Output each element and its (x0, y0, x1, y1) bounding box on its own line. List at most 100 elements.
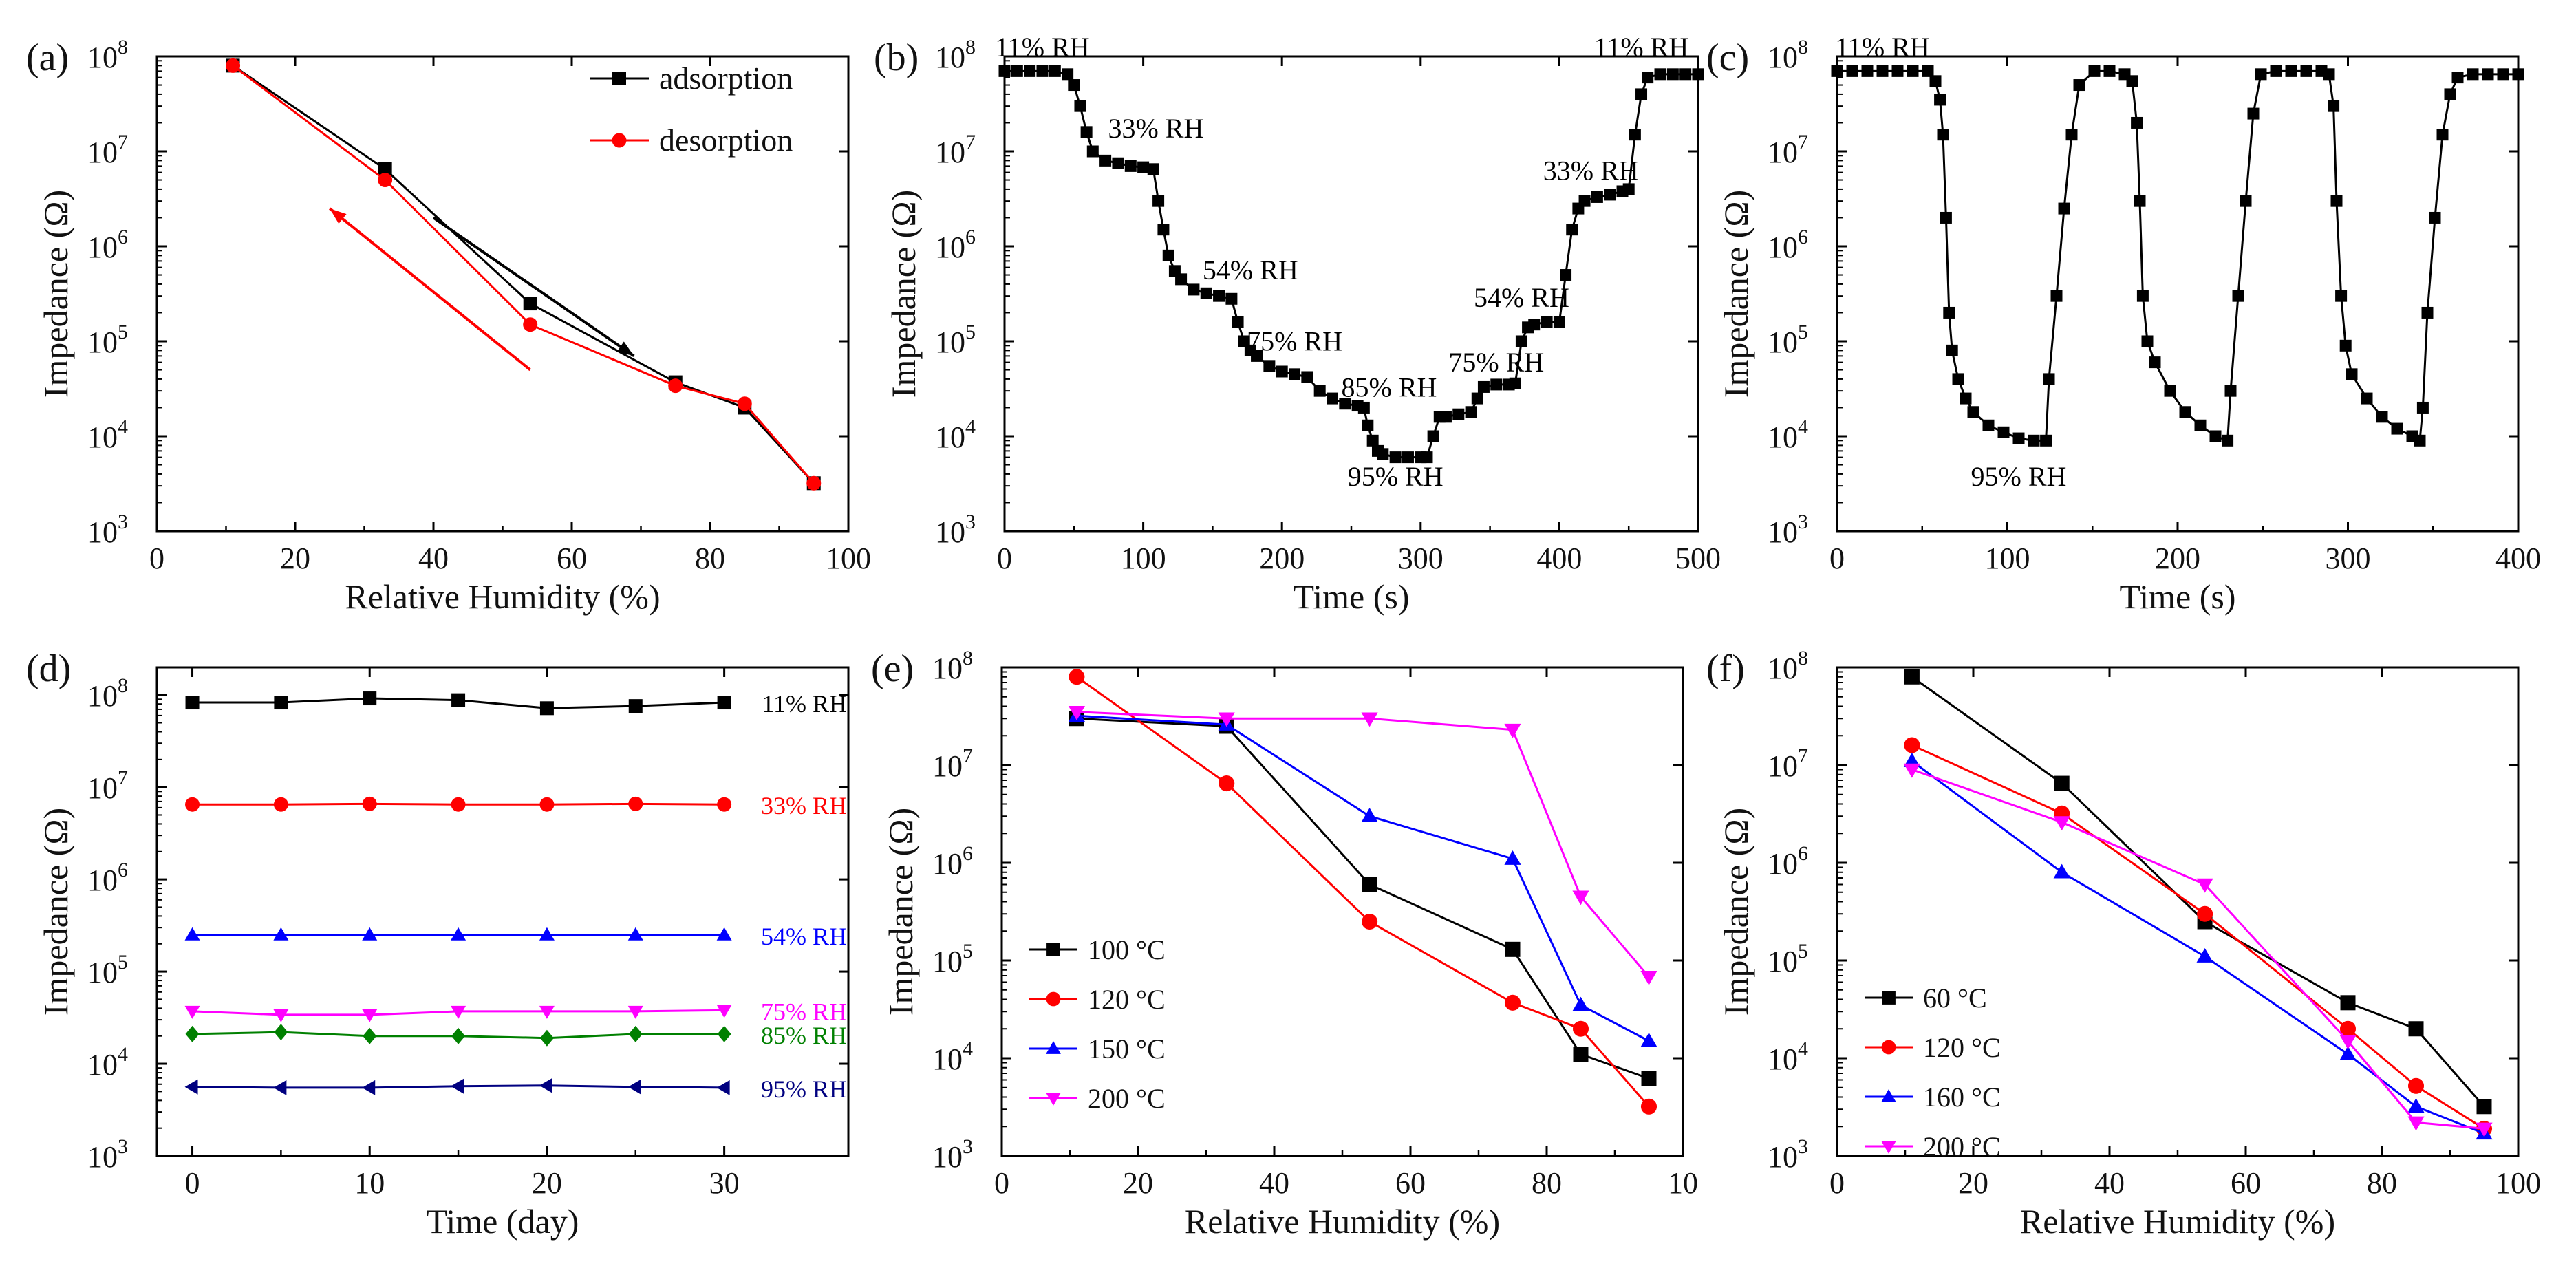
data-point (451, 1005, 466, 1019)
data-point (2040, 434, 2052, 447)
data-point (1578, 195, 1591, 207)
data-point (363, 691, 377, 706)
y-tick-label: 103 (87, 1135, 128, 1174)
x-tick-label: 10 (354, 1166, 385, 1200)
data-point (1080, 126, 1093, 138)
y-tick-exponent: 5 (1798, 321, 1808, 343)
data-point (998, 65, 1011, 77)
series-line (1911, 744, 2485, 1130)
y-tick-exponent: 5 (118, 951, 128, 974)
legend-marker (1881, 1141, 1896, 1154)
y-tick-exponent: 7 (118, 131, 128, 153)
y-tick-exponent: 4 (963, 1038, 973, 1060)
data-point (1137, 161, 1150, 173)
data-point (1541, 316, 1553, 328)
legend-marker (1881, 1089, 1896, 1102)
y-tick-label: 105 (932, 940, 973, 978)
y-tick-label: 105 (935, 321, 976, 359)
data-point (1086, 145, 1099, 158)
data-point (539, 1029, 554, 1046)
data-point (273, 1080, 287, 1095)
data-point (2053, 863, 2070, 879)
y-tick-label: 107 (1768, 744, 1808, 783)
y-tick-label: 103 (932, 1135, 973, 1174)
x-tick-label: 80 (695, 541, 725, 575)
data-point (1439, 411, 1452, 423)
data-point (2240, 195, 2252, 207)
data-point (2194, 419, 2207, 431)
series-100-c (1069, 711, 1657, 1086)
y-tick-exponent: 6 (963, 842, 973, 865)
data-point (2247, 107, 2260, 120)
data-point (1505, 941, 1521, 957)
data-point (1572, 1020, 1589, 1037)
data-point (1572, 890, 1589, 905)
y-tick-exponent: 4 (1798, 1038, 1808, 1060)
data-point (362, 927, 378, 941)
data-point (1452, 408, 1465, 420)
data-point (627, 1005, 643, 1019)
series-85-rh (185, 1024, 731, 1046)
y-tick-label: 103 (1768, 511, 1808, 549)
data-point (2053, 816, 2070, 831)
panel-label: (a) (26, 36, 69, 79)
data-point (1112, 157, 1124, 169)
y-tick-label: 108 (1768, 647, 1808, 685)
x-tick-label: 200 (2155, 541, 2200, 575)
legend-label: 160 °C (1923, 1082, 2001, 1113)
data-point (2088, 65, 2101, 77)
data-point (1147, 163, 1159, 175)
y-tick-exponent: 6 (1798, 842, 1808, 865)
data-point (1666, 68, 1679, 80)
y-tick-label: 105 (87, 321, 128, 359)
panel-b: (b) 0 100 200 300 400 500 103 104 105 106 107 108 Tim… (874, 32, 1721, 616)
data-point (628, 699, 643, 713)
data-point (362, 1009, 378, 1022)
data-point (717, 1025, 731, 1042)
data-point (273, 1009, 289, 1022)
annotation-label: 54% RH (1474, 282, 1569, 313)
series-54-rh (184, 927, 732, 941)
series-end-label: 54% RH (761, 923, 847, 950)
data-point (1477, 380, 1490, 393)
data-point (1528, 319, 1541, 331)
data-point (1362, 419, 1374, 431)
data-point (1509, 377, 1521, 389)
data-point (1238, 335, 1250, 347)
data-point (1861, 65, 1874, 77)
annotation-label: 33% RH (1108, 113, 1203, 144)
x-tick-label: 60 (557, 541, 587, 575)
series-75-rh (184, 1005, 732, 1022)
data-point (1313, 385, 1326, 397)
series-line (1076, 711, 1650, 978)
legend-marker (1882, 991, 1896, 1005)
y-tick-exponent: 3 (118, 1135, 128, 1158)
data-point (184, 1079, 198, 1095)
data-point (1301, 371, 1313, 383)
data-point (2141, 335, 2154, 347)
legend-label: 60 °C (1923, 983, 1987, 1013)
data-point (2467, 68, 2479, 80)
data-point (184, 1005, 200, 1019)
x-tick-label: 200 (1259, 541, 1305, 575)
y-tick-label: 107 (87, 766, 128, 805)
data-point (2414, 434, 2426, 447)
y-tick-exponent: 7 (1798, 744, 1808, 767)
data-point (539, 1005, 555, 1019)
data-point (1967, 406, 1979, 418)
data-point (1566, 224, 1578, 236)
data-point (1903, 753, 1920, 767)
legend-marker (1046, 943, 1060, 956)
series-end-label: 75% RH (761, 998, 847, 1025)
y-tick-label: 103 (1768, 1135, 1808, 1174)
x-tick-label: 60 (1395, 1166, 1426, 1200)
panel-label: (f) (1706, 647, 1745, 690)
data-point (1011, 65, 1023, 77)
data-point (627, 1079, 641, 1095)
y-tick-exponent: 6 (118, 859, 128, 881)
series-200-c (1903, 763, 2493, 1137)
data-point (1640, 970, 1657, 985)
y-tick-label: 106 (87, 859, 128, 897)
data-point (1263, 360, 1276, 372)
data-point (2346, 368, 2358, 380)
